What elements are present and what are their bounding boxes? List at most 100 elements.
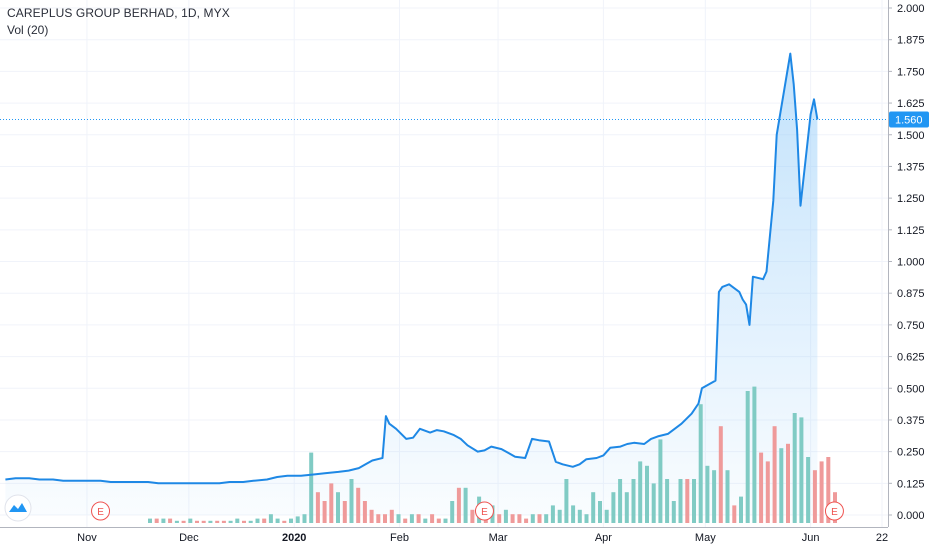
volume-bar: [369, 509, 374, 523]
symbol-title: CAREPLUS GROUP BERHAD, 1D, MYX: [7, 6, 230, 20]
price-point: [14, 477, 16, 479]
volume-bar: [651, 483, 656, 523]
earnings-marker-label: E: [831, 507, 838, 518]
price-point: [483, 449, 485, 451]
volume-bar: [195, 520, 199, 523]
volume-bar: [799, 417, 804, 523]
volume-bar: [208, 520, 213, 523]
y-tick-label: 0.250: [897, 447, 925, 459]
price-point: [477, 450, 479, 452]
earnings-marker-icon[interactable]: E: [824, 501, 844, 521]
volume-bar: [584, 514, 589, 523]
price-point: [742, 298, 744, 300]
volume-bar: [423, 518, 428, 523]
volume-bar: [389, 509, 394, 523]
price-point: [585, 458, 587, 460]
volume-bar: [564, 479, 569, 523]
volume-bar: [242, 520, 246, 523]
price-point: [436, 429, 438, 431]
price-point: [52, 478, 54, 480]
price-point: [619, 445, 621, 447]
volume-bar: [409, 514, 414, 523]
price-point: [133, 481, 135, 483]
volume-bar: [517, 514, 522, 523]
volume-bar: [221, 520, 226, 523]
volume-bar: [591, 492, 596, 523]
tradingview-logo-icon[interactable]: [4, 494, 32, 522]
price-point: [429, 431, 431, 433]
volume-bar: [725, 470, 730, 523]
volume-bars: [148, 386, 837, 523]
price-point: [171, 482, 173, 484]
volume-bar: [174, 520, 179, 523]
price-area: [5, 53, 818, 515]
x-tick-label: 2020: [282, 532, 306, 544]
earnings-marker-circle[interactable]: [474, 501, 494, 521]
volume-bar: [463, 487, 468, 523]
volume-bar: [255, 518, 260, 523]
price-point: [228, 481, 230, 483]
price-point: [714, 379, 716, 381]
volume-bar: [510, 514, 515, 523]
price-point: [252, 480, 254, 482]
price-point: [324, 472, 326, 474]
price-point: [123, 481, 125, 483]
y-tick-label: 0.000: [897, 510, 925, 522]
volume-bar: [598, 501, 602, 523]
price-point: [602, 454, 604, 456]
price-point: [813, 98, 815, 100]
earnings-marker-icon[interactable]: E: [474, 501, 494, 521]
earnings-marker-label: E: [97, 507, 104, 518]
volume-bar: [671, 501, 676, 523]
volume-bar: [812, 470, 817, 523]
volume-bar: [248, 520, 253, 523]
volume-bar: [624, 492, 629, 523]
price-point: [680, 423, 682, 425]
price-point: [466, 444, 468, 446]
price-point: [99, 480, 101, 482]
y-tick-label: 0.875: [897, 288, 925, 300]
price-point: [86, 480, 88, 482]
price-point: [76, 480, 78, 482]
price-point: [242, 481, 244, 483]
price-point: [218, 482, 220, 484]
volume-bar: [148, 518, 152, 523]
volume-bar: [705, 465, 710, 523]
x-tick-label: Feb: [390, 532, 409, 544]
volume-bar: [718, 426, 723, 523]
volume-bar: [557, 509, 562, 523]
y-tick-label: 2.000: [897, 3, 925, 15]
price-point: [337, 471, 339, 473]
volume-bar: [550, 505, 555, 523]
volume-bar: [443, 518, 448, 523]
volume-bar: [819, 461, 824, 523]
price-point: [809, 113, 811, 115]
y-tick-label: 1.125: [897, 225, 925, 237]
volume-bar: [765, 461, 770, 523]
price-point: [555, 461, 557, 463]
price-point: [796, 129, 798, 131]
volume-bar: [302, 514, 307, 523]
volume-bar: [685, 479, 690, 523]
volume-bar: [779, 448, 784, 523]
volume-bar: [503, 509, 508, 523]
y-tick-label: 1.875: [897, 35, 925, 47]
y-tick-label: 0.125: [897, 478, 925, 490]
price-point: [633, 442, 635, 444]
time-axis: Nov Dec 2020 Feb Mar Apr May Jun 22: [77, 532, 888, 544]
volume-bar: [403, 518, 408, 523]
price-point: [738, 291, 740, 293]
y-tick-label: 1.750: [897, 66, 925, 78]
volume-bar: [295, 516, 300, 523]
volume-bar: [349, 479, 354, 523]
logo-circle[interactable]: [4, 494, 32, 522]
earnings-marker-circle[interactable]: [91, 501, 111, 521]
price-point: [300, 475, 302, 477]
earnings-marker-circle[interactable]: [824, 501, 844, 521]
volume-bar: [712, 470, 717, 523]
volume-bar: [168, 518, 173, 523]
earnings-marker-icon[interactable]: E: [91, 501, 111, 521]
price-point: [650, 438, 652, 440]
price-point: [769, 235, 771, 237]
